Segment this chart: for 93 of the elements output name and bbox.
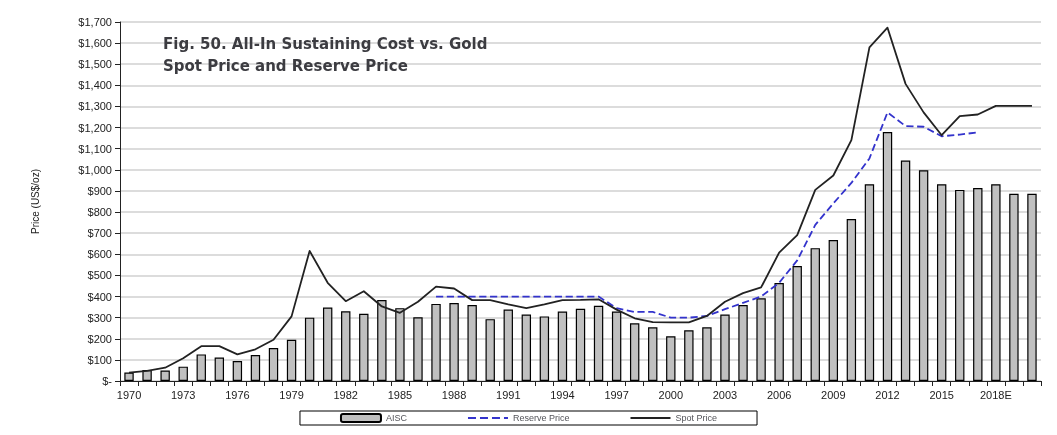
bar	[467, 304, 477, 381]
line-series	[128, 26, 1033, 374]
x-tick-label: 2018E	[979, 388, 1012, 401]
bar	[142, 370, 152, 381]
bar	[684, 330, 694, 381]
bar	[792, 266, 802, 381]
x-tick-label: 1973	[170, 388, 196, 401]
x-tick-label: 1979	[279, 388, 304, 401]
bar	[882, 132, 893, 381]
x-tick-label: 2009	[821, 388, 846, 401]
y-tick-label: $700	[87, 227, 112, 240]
y-tick-label: $900	[87, 184, 112, 197]
bar	[973, 187, 983, 381]
bar	[864, 184, 875, 381]
x-tick-label: 1997	[604, 388, 629, 401]
bar	[774, 283, 784, 381]
y-tick-label: $500	[87, 269, 112, 282]
x-tick-label: 1982	[333, 388, 358, 401]
bar	[738, 304, 748, 381]
legend-label: AISC	[385, 413, 408, 423]
y-tick-label: $200	[87, 332, 112, 345]
x-tick-label: 1976	[225, 388, 250, 401]
y-tick-label: $800	[87, 206, 112, 219]
bar	[359, 313, 369, 381]
bar	[286, 339, 297, 381]
x-tick-label: 1991	[496, 388, 521, 401]
bar	[575, 308, 586, 381]
bar	[196, 354, 206, 381]
bar	[395, 308, 405, 381]
y-tick-label: $-	[102, 375, 113, 387]
y-axis-title: Price (US$/oz)	[29, 168, 41, 235]
y-tick-label: $1,600	[78, 37, 112, 50]
line-series	[435, 111, 979, 319]
bar	[377, 300, 387, 381]
bar	[756, 298, 766, 381]
y-tick-label: $1,100	[78, 142, 112, 155]
bar	[521, 314, 532, 381]
x-tick-label: 1988	[441, 388, 467, 401]
bar	[955, 189, 965, 381]
x-tick-label: 2003	[712, 388, 738, 401]
bar	[232, 360, 243, 381]
bar	[720, 314, 730, 381]
bar	[936, 184, 947, 381]
bar	[304, 317, 315, 381]
y-tick-label: $600	[87, 248, 112, 261]
x-tick-label: 2015	[929, 388, 954, 401]
bar	[413, 317, 423, 381]
y-tick-label: $100	[87, 353, 112, 366]
y-tick-label: $1,700	[78, 16, 112, 28]
bar	[322, 307, 333, 381]
bar	[666, 336, 676, 381]
bar	[900, 160, 911, 381]
y-tick-label: $1,000	[78, 163, 112, 176]
bar	[991, 184, 1001, 381]
bar	[1009, 193, 1019, 381]
bar	[341, 311, 351, 381]
bar	[178, 366, 188, 381]
bar	[557, 311, 568, 381]
bar	[828, 239, 839, 381]
x-tick-label: 1994	[550, 388, 575, 401]
bar	[214, 357, 225, 381]
bar	[846, 219, 857, 381]
bar	[648, 327, 658, 381]
text: Fig. 50. All-In Sustaining Cost vs. Gold Spot Price and Reserve Price	[163, 35, 493, 75]
x-tick-label: 2012	[875, 388, 900, 401]
bar	[485, 319, 495, 381]
x-tick-label: 2000	[658, 388, 684, 401]
bar	[1027, 193, 1037, 381]
legend-label: Reserve Price	[512, 413, 570, 423]
bar	[918, 170, 929, 381]
x-tick-label: 1970	[116, 388, 142, 401]
y-tick-label: $1,500	[78, 58, 112, 71]
y-tick-label: $1,300	[78, 100, 112, 113]
bar	[593, 305, 604, 381]
bar	[611, 311, 622, 381]
y-tick-label: $300	[87, 311, 112, 324]
bar	[629, 323, 640, 381]
bar	[160, 370, 170, 381]
y-tick-label: $1,200	[78, 121, 112, 134]
x-tick-label: 2006	[766, 388, 792, 401]
bar	[431, 303, 441, 381]
bar	[539, 316, 550, 381]
bar	[124, 372, 134, 381]
bar	[503, 309, 513, 381]
y-tick-label: $1,400	[78, 79, 112, 92]
bar	[268, 348, 279, 381]
legend-label: Spot Price	[675, 413, 718, 423]
bar	[702, 327, 712, 381]
bar	[810, 248, 820, 381]
bar	[250, 355, 261, 381]
x-tick-label: 1985	[387, 388, 413, 401]
y-tick-label: $400	[87, 290, 112, 303]
bar	[449, 303, 459, 381]
